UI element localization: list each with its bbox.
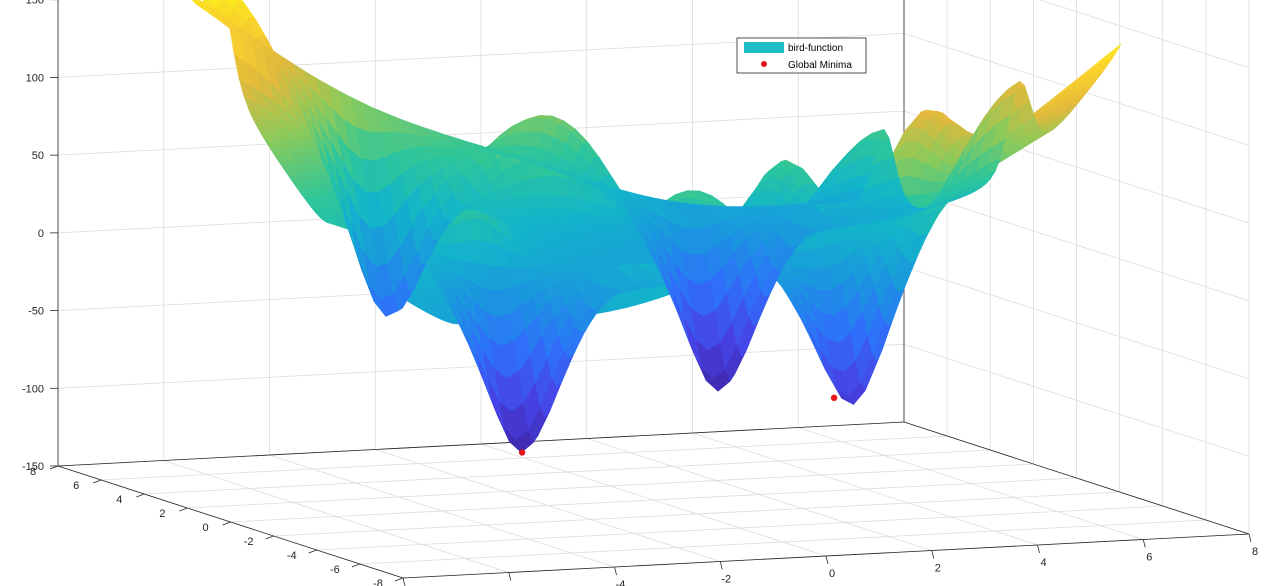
y-tick-label: 2 bbox=[159, 508, 165, 520]
surface-patch bbox=[838, 200, 856, 203]
z-tick-label: 150 bbox=[26, 0, 44, 7]
y-tick-label: 0 bbox=[202, 522, 208, 534]
x-tick-mark bbox=[1142, 539, 1146, 548]
y-tick-mark bbox=[222, 521, 231, 526]
grid-line-z bbox=[58, 0, 1250, 69]
x-tick-mark bbox=[825, 555, 829, 565]
x-tick-mark bbox=[931, 550, 935, 559]
y-tick-label: -2 bbox=[244, 536, 254, 548]
x-tick-label: -2 bbox=[721, 574, 731, 586]
tick-labels: -8-6-4-20246886420-2-4-6-8200150100500-5… bbox=[22, 0, 1258, 586]
y-tick-label: 6 bbox=[73, 480, 79, 492]
x-tick-label: 6 bbox=[1146, 552, 1152, 564]
legend-swatch-surface bbox=[744, 42, 784, 53]
x-tick-mark bbox=[614, 566, 617, 576]
y-tick-mark bbox=[394, 577, 404, 582]
legend-label-surface: bird-function bbox=[788, 43, 843, 54]
y-tick-mark bbox=[265, 535, 274, 540]
y-tick-mark bbox=[136, 493, 145, 498]
grid-line-floor-y bbox=[230, 477, 1077, 523]
axis-box-edge bbox=[57, 421, 905, 467]
bird-function-surface bbox=[191, 0, 1122, 453]
y-tick-label: -6 bbox=[330, 564, 340, 576]
surface-patch bbox=[1104, 43, 1122, 62]
z-tick-label: 50 bbox=[32, 150, 44, 162]
x-tick-mark bbox=[1248, 533, 1252, 543]
z-tick-label: -150 bbox=[22, 461, 44, 473]
grid-line-floor-y bbox=[359, 519, 1206, 565]
grid-line-floor-y bbox=[316, 505, 1163, 551]
legend: bird-function Global Minima bbox=[736, 37, 867, 74]
y-tick-label: 8 bbox=[30, 466, 36, 478]
y-tick-mark bbox=[308, 549, 317, 554]
grid-line-floor-y bbox=[144, 449, 991, 495]
x-tick-label: 4 bbox=[1040, 557, 1046, 569]
y-tick-label: -8 bbox=[373, 578, 383, 586]
x-tick-mark bbox=[508, 572, 512, 581]
grid-line-floor-y bbox=[273, 491, 1120, 537]
z-tick-label: -100 bbox=[22, 383, 44, 395]
y-tick-mark bbox=[179, 507, 188, 512]
axes-front-lines bbox=[49, 0, 1252, 586]
grid-line-floor-y bbox=[187, 463, 1034, 509]
legend-label-minima: Global Minima bbox=[788, 60, 852, 71]
x-tick-label: 8 bbox=[1252, 546, 1258, 558]
y-tick-mark bbox=[49, 465, 59, 470]
x-tick-label: -4 bbox=[616, 579, 626, 586]
x-tick-label: -6 bbox=[510, 585, 520, 586]
z-tick-label: 100 bbox=[26, 72, 44, 84]
grid-line-z bbox=[57, 343, 1250, 457]
z-tick-label: 0 bbox=[38, 228, 44, 240]
legend-marker-minima bbox=[761, 61, 767, 67]
global-minimum-point bbox=[518, 449, 526, 456]
y-tick-label: 4 bbox=[116, 494, 122, 506]
global-minimum-point bbox=[830, 394, 838, 402]
x-tick-mark bbox=[1037, 544, 1040, 554]
y-tick-label: -4 bbox=[287, 550, 297, 562]
x-tick-mark bbox=[719, 561, 723, 570]
grid-line-floor-y bbox=[101, 435, 948, 481]
y-tick-mark bbox=[92, 479, 102, 484]
z-tick-label: -50 bbox=[28, 306, 44, 318]
x-tick-label: 2 bbox=[935, 563, 941, 575]
global-minima-points bbox=[518, 394, 838, 456]
y-tick-mark bbox=[351, 563, 361, 568]
surface-patch bbox=[192, 0, 203, 7]
axis-box-edge bbox=[903, 421, 1250, 535]
x-tick-label: 0 bbox=[829, 568, 835, 580]
x-tick-mark bbox=[402, 577, 406, 586]
